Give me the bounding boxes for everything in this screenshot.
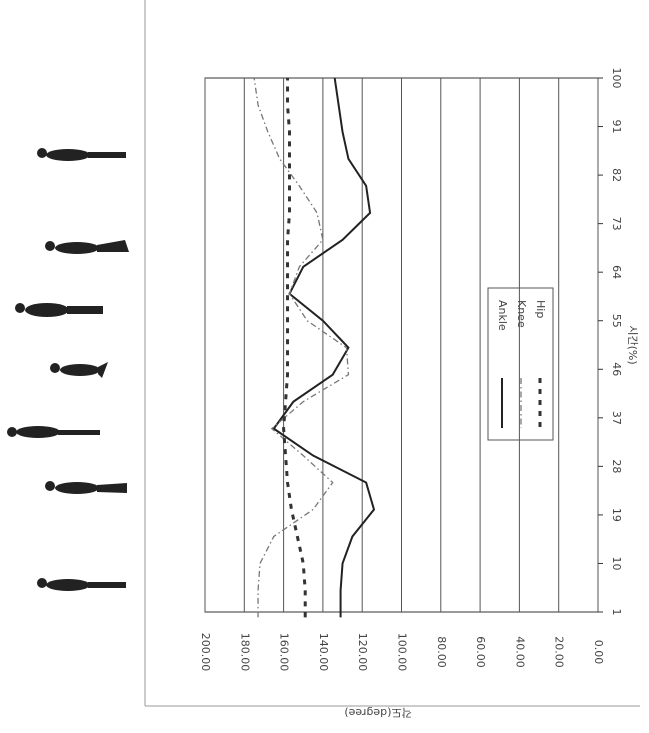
x-tick-label: 82 [610, 168, 623, 182]
y-tick-label: 160.00 [278, 633, 291, 672]
figure [45, 240, 129, 254]
series-line [254, 78, 348, 617]
figure [45, 481, 127, 494]
y-tick-label: 200.00 [199, 633, 212, 672]
walking-figures [7, 148, 129, 591]
figure [7, 426, 100, 438]
y-tick-label: 20.00 [553, 636, 566, 668]
series-line [284, 78, 306, 617]
y-tick-label: 120.00 [356, 633, 369, 672]
y-axis-label: 각도(degree) [344, 706, 411, 719]
chart: 시간(%) 각도(degree) 200.00180.00160.00140.0… [0, 0, 649, 733]
series-line [274, 78, 374, 617]
figure [37, 578, 126, 591]
x-tick-label: 46 [610, 362, 623, 376]
y-tick-label: 180.00 [238, 633, 251, 672]
legend-label: Hip [534, 300, 547, 318]
legend-label: Knee [515, 300, 528, 328]
x-tick-label: 91 [610, 120, 623, 134]
x-tick-label: 100 [610, 68, 623, 89]
figure [15, 303, 103, 317]
y-tick-label: 0.00 [592, 640, 605, 665]
figure [50, 362, 108, 378]
y-tick-label: 80.00 [435, 636, 448, 668]
y-tick-label: 60.00 [474, 636, 487, 668]
x-tick-label: 55 [610, 314, 623, 328]
y-tick-label: 100.00 [396, 633, 409, 672]
x-tick-label: 37 [610, 411, 623, 425]
x-tick-label: 73 [610, 217, 623, 231]
x-tick-label: 10 [610, 556, 623, 570]
x-tick-label: 1 [610, 609, 623, 616]
x-tick-label: 19 [610, 508, 623, 522]
x-axis-label: 시간(%) [626, 325, 639, 364]
figure [37, 148, 126, 161]
legend-label: Ankle [496, 300, 509, 331]
page: {"chart_data": {"type": "line", "x_label… [0, 0, 649, 733]
x-tick-label: 64 [610, 265, 623, 279]
y-tick-label: 140.00 [317, 633, 330, 672]
x-tick-label: 28 [610, 459, 623, 473]
y-tick-label: 40.00 [513, 636, 526, 668]
